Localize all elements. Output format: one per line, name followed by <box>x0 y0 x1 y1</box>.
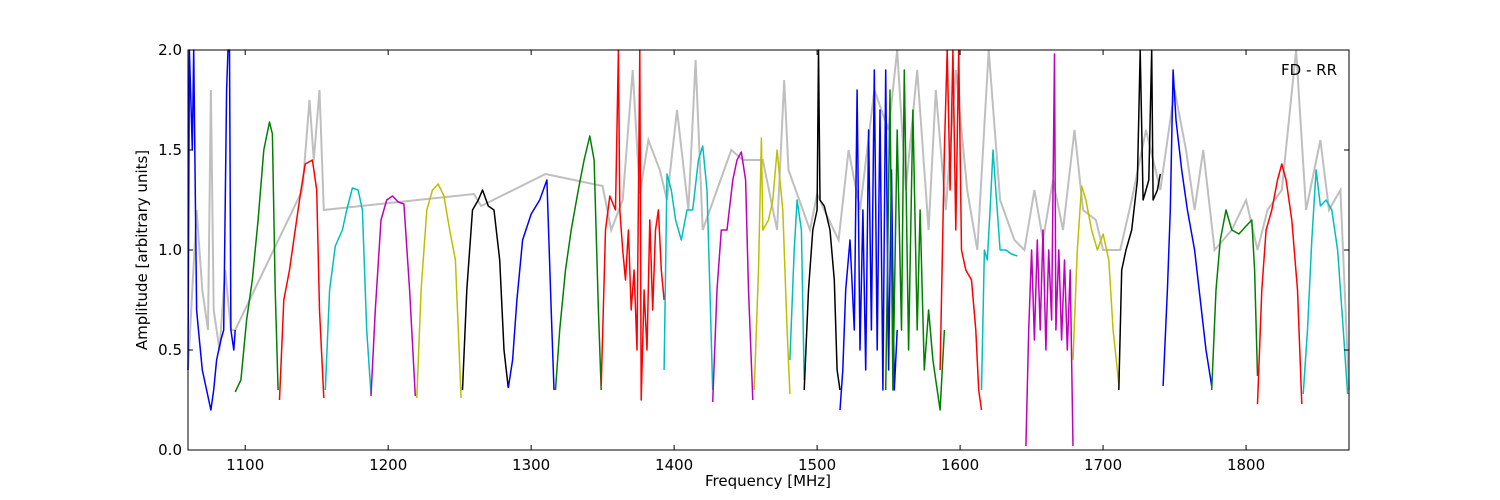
series-line-10 <box>663 145 714 391</box>
series-line-6 <box>461 189 510 391</box>
y-tick-label: 0.0 <box>158 441 182 459</box>
y-tick-label: 2.0 <box>158 41 182 59</box>
x-axis: 1100 1200 1300 1400 1500 1600 1700 1800 <box>226 50 1265 474</box>
series-line-7 <box>507 179 555 391</box>
series-line-18 <box>980 149 1018 391</box>
series-line-20 <box>1072 185 1120 385</box>
chart-annotation: FD - RR <box>1281 61 1337 79</box>
series-line-1 <box>234 121 279 393</box>
y-axis-label: Amplitude [arbitrary units] <box>133 150 151 350</box>
series-line-12 <box>753 137 791 395</box>
x-tick-label: 1200 <box>369 456 407 474</box>
series-group <box>187 49 1349 447</box>
series-line-4 <box>370 195 417 397</box>
series-line-11 <box>711 151 754 403</box>
x-axis-label: Frequency [MHz] <box>705 472 831 490</box>
x-tick-label: 1600 <box>941 456 979 474</box>
y-axis: 0.0 0.5 1.0 1.5 2.0 <box>158 41 1349 459</box>
y-tick-label: 1.0 <box>158 241 182 259</box>
series-line-19 <box>1025 53 1074 447</box>
series-line-9 <box>600 49 665 401</box>
x-tick-label: 1400 <box>655 456 693 474</box>
series-line-16 <box>884 69 946 411</box>
x-tick-label: 1500 <box>798 456 836 474</box>
series-line-13 <box>789 199 805 381</box>
background-series-line <box>187 49 1350 391</box>
x-tick-label: 1100 <box>226 456 264 474</box>
series-line-24 <box>1256 163 1303 405</box>
y-tick-label: 0.5 <box>158 341 182 359</box>
series-line-3 <box>324 187 372 395</box>
series-line-15 <box>839 69 898 411</box>
x-tick-label: 1700 <box>1084 456 1122 474</box>
series-line-5 <box>416 183 462 399</box>
y-tick-label: 1.5 <box>158 141 182 159</box>
series-line-14 <box>803 49 841 391</box>
series-line-22 <box>1162 69 1213 387</box>
series-line-8 <box>554 135 602 391</box>
background-trace <box>187 49 1350 391</box>
series-line-23 <box>1210 209 1259 391</box>
series-line-2 <box>278 159 325 401</box>
x-tick-label: 1800 <box>1227 456 1265 474</box>
series-line-21 <box>1118 49 1162 391</box>
x-tick-label: 1300 <box>512 456 550 474</box>
series-line-25 <box>1302 169 1349 395</box>
